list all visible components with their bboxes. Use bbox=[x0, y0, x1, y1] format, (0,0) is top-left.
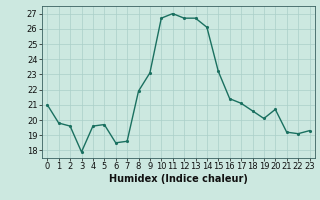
X-axis label: Humidex (Indice chaleur): Humidex (Indice chaleur) bbox=[109, 174, 248, 184]
